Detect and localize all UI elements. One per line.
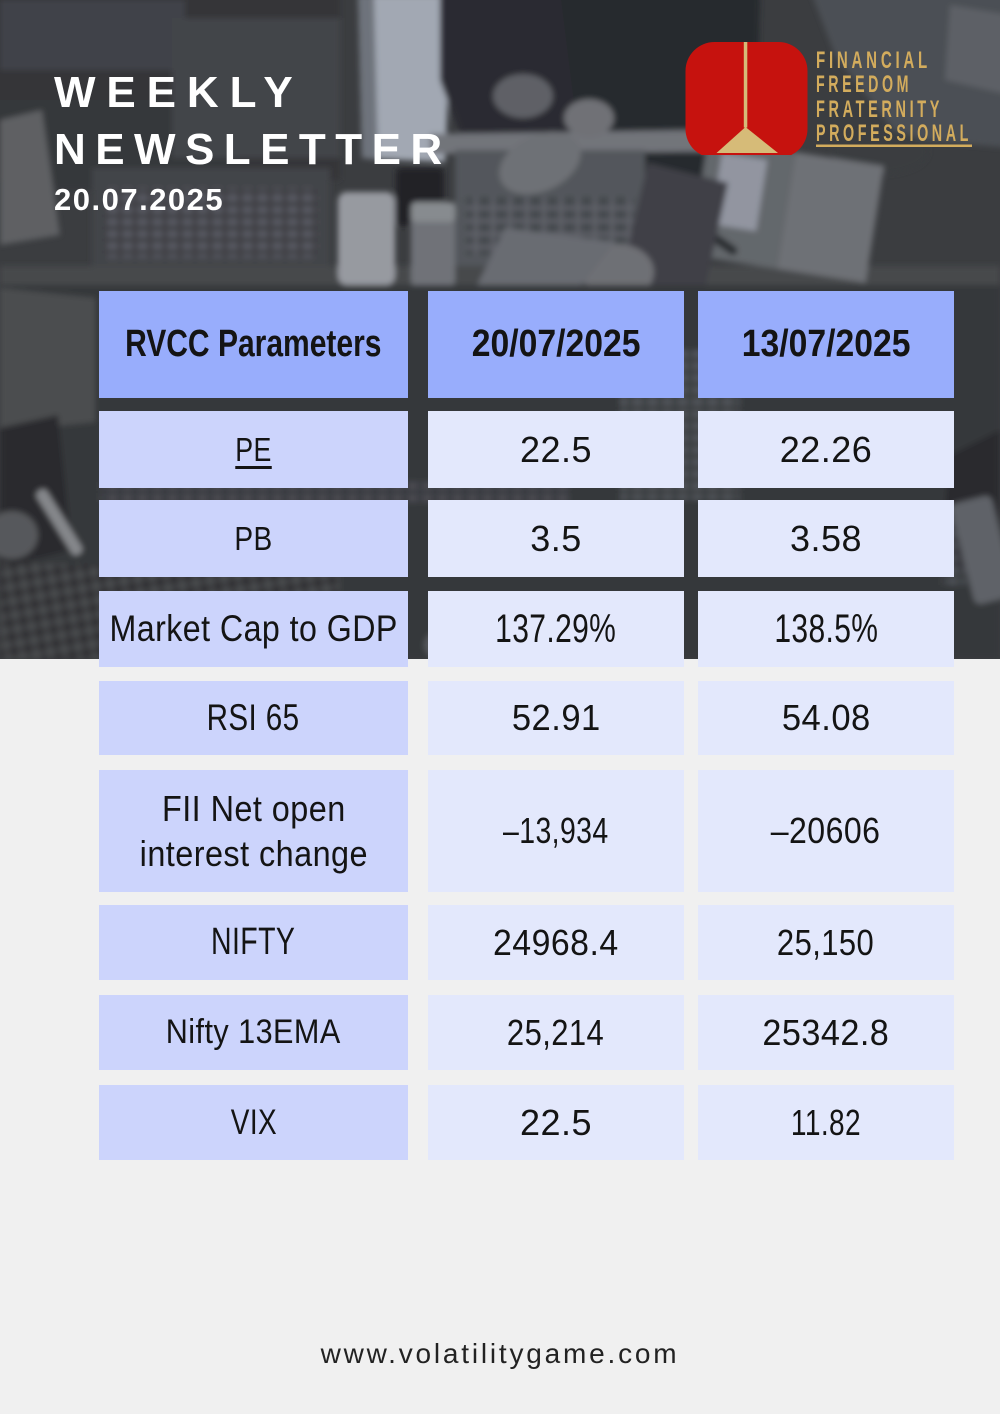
svg-text:FINANCIAL: FINANCIAL bbox=[816, 47, 931, 74]
svg-text:FREEDOM: FREEDOM bbox=[816, 71, 912, 98]
svg-text:PROFESSIONAL: PROFESSIONAL bbox=[816, 120, 972, 147]
svg-text:FRATERNITY: FRATERNITY bbox=[816, 96, 943, 123]
